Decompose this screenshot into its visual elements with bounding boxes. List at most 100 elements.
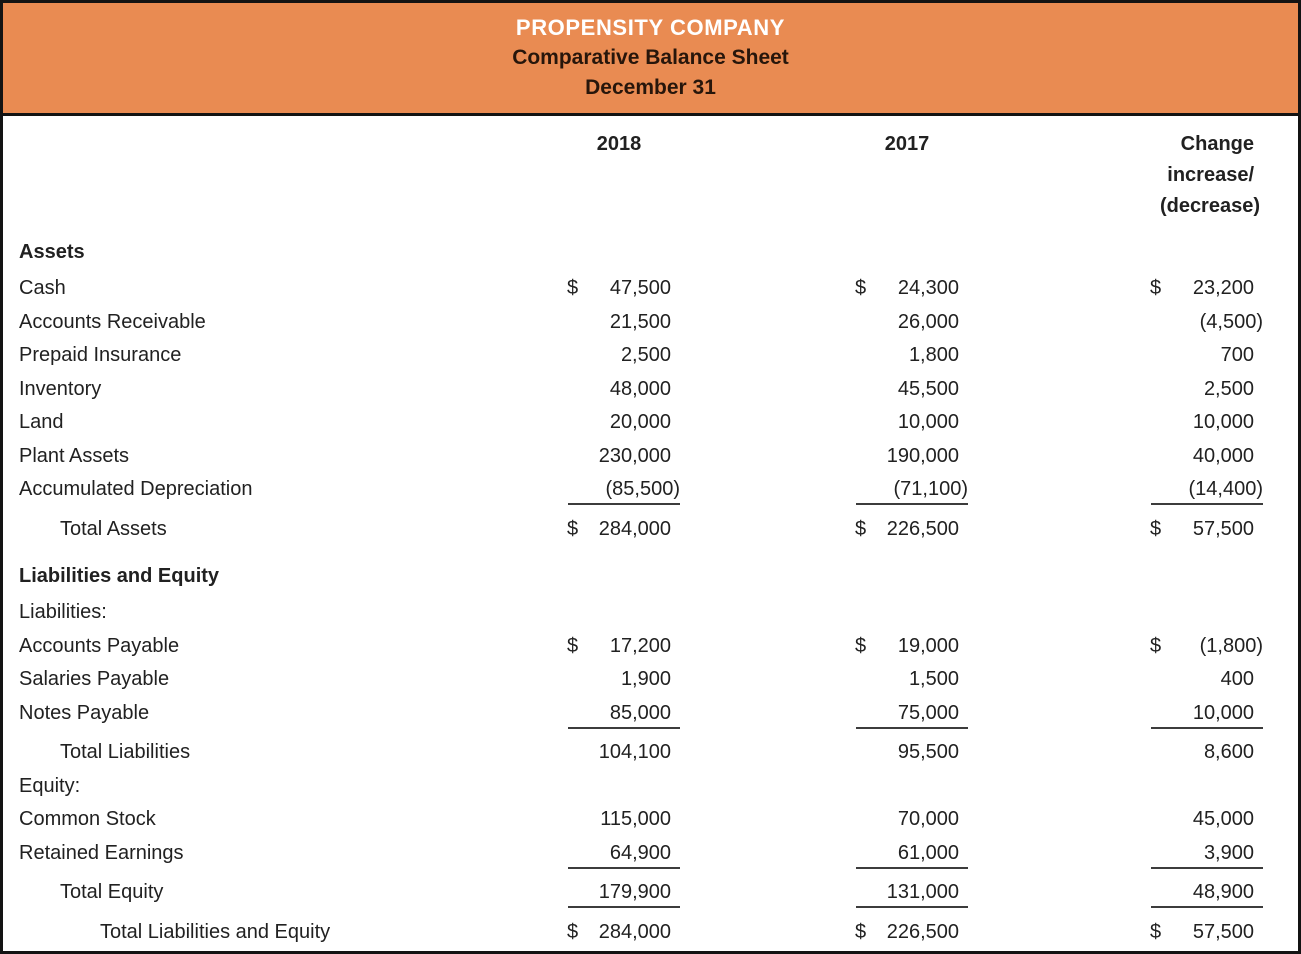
amount: 1,900 — [620, 668, 671, 691]
currency-symbol: $ — [1150, 920, 1162, 943]
row-label: Total Liabilities — [60, 741, 191, 764]
amount: 700 — [1220, 344, 1254, 367]
table-row-salaries-payable: Salaries Payable 1,900 1,500 400 — [19, 663, 1254, 697]
table-row-inventory: Inventory 48,000 45,500 2,500 — [19, 373, 1254, 407]
row-label: Assets — [19, 240, 85, 263]
table-row-liabilities-subheader: Liabilities: — [19, 596, 1254, 630]
currency-symbol: $ — [1150, 277, 1162, 300]
amount: 400 — [1220, 668, 1254, 691]
amount: 10,000 — [897, 411, 959, 434]
amount: 226,500 — [886, 920, 959, 943]
value-2017: $226,500 — [855, 518, 959, 541]
currency-symbol: $ — [567, 634, 579, 657]
amount: 1,800 — [908, 344, 959, 367]
amount: 21,500 — [609, 310, 671, 333]
report-header: PROPENSITY COMPANY Comparative Balance S… — [3, 3, 1298, 116]
table-row-accounts-receivable: Accounts Receivable 21,500 26,000 (4,500… — [19, 306, 1263, 340]
currency-symbol: $ — [567, 277, 579, 300]
value-2018: 179,900 — [567, 881, 680, 909]
amount: 226,500 — [886, 517, 959, 540]
value-2017: 1,500 — [855, 668, 959, 691]
value-2018: 230,000 — [567, 445, 671, 468]
value-change: $ (1,800) — [1150, 635, 1263, 658]
amount: 3,900 — [1203, 841, 1254, 864]
amount: (71,100) — [893, 478, 969, 501]
table-row-equity-subheader: Equity: — [19, 770, 1254, 804]
value-2017: 70,000 — [855, 808, 959, 831]
amount: 26,000 — [897, 310, 959, 333]
value-change: (4,500) — [1150, 311, 1263, 334]
amount: (85,500) — [605, 478, 681, 501]
value-change: 45,000 — [1150, 808, 1254, 831]
section-header-assets: Assets — [19, 234, 1254, 270]
row-label: Total Equity — [60, 881, 164, 904]
row-label: Liabilities and Equity — [19, 564, 220, 587]
amount: 284,000 — [598, 517, 671, 540]
table-row-total-assets: Total Assets $284,000 $226,500 $57,500 — [19, 513, 1254, 547]
amount: 8,600 — [1203, 741, 1254, 764]
report-title: Comparative Balance Sheet — [512, 46, 789, 69]
amount: 85,000 — [609, 701, 671, 724]
row-label: Plant Assets — [19, 444, 130, 467]
amount: 70,000 — [897, 808, 959, 831]
column-header-2018: 2018 — [596, 133, 642, 155]
row-label: Inventory — [19, 377, 102, 400]
amount: 17,200 — [609, 634, 671, 657]
amount: 61,000 — [897, 841, 959, 864]
table-row-total-liabilities-and-equity: Total Liabilities and Equity $284,000 $2… — [19, 916, 1254, 950]
amount: 45,000 — [1192, 808, 1254, 831]
amount: (1,800) — [1199, 634, 1263, 657]
amount: 2,500 — [1203, 377, 1254, 400]
table-row-accounts-payable: Accounts Payable $17,200 $19,000 $ (1,800… — [19, 630, 1263, 664]
value-2017: $24,300 — [855, 277, 959, 300]
row-label: Notes Payable — [19, 701, 150, 724]
currency-symbol: $ — [855, 920, 867, 943]
amount: 1,500 — [908, 668, 959, 691]
value-change: 2,500 — [1150, 378, 1254, 401]
value-2018: 21,500 — [567, 311, 671, 334]
company-name: PROPENSITY COMPANY — [515, 15, 786, 40]
table-row-cash: Cash $47,500 $24,300 $23,200 — [19, 272, 1254, 306]
value-change: 8,600 — [1150, 741, 1254, 764]
value-2017: 190,000 — [855, 445, 959, 468]
value-2017: 61,000 — [855, 841, 968, 869]
table-row-land: Land 20,000 10,000 10,000 — [19, 406, 1254, 440]
row-label: Total Liabilities and Equity — [100, 920, 331, 943]
row-label: Prepaid Insurance — [19, 344, 182, 367]
amount: 45,500 — [897, 377, 959, 400]
value-2017: $226,500 — [855, 921, 959, 944]
amount: (14,400) — [1188, 478, 1264, 501]
row-label: Common Stock — [19, 808, 156, 831]
currency-symbol: $ — [1150, 517, 1162, 540]
value-2017: 26,000 — [855, 311, 959, 334]
row-label: Liabilities: — [19, 601, 107, 624]
value-2017: $19,000 — [855, 635, 959, 658]
value-2018: (85,500) — [567, 478, 680, 506]
table-row-accumulated-depreciation: Accumulated Depreciation (85,500) (71,10… — [19, 473, 1263, 507]
value-2018: $284,000 — [567, 518, 671, 541]
table-row-retained-earnings: Retained Earnings 64,900 61,000 3,900 — [19, 837, 1263, 871]
row-label: Salaries Payable — [19, 668, 170, 691]
amount: 64,900 — [609, 841, 671, 864]
value-change: 10,000 — [1150, 702, 1263, 729]
value-change: $57,500 — [1150, 518, 1254, 541]
table-row-total-liabilities: Total Liabilities 104,100 95,500 8,600 — [19, 736, 1254, 770]
amount: 230,000 — [598, 444, 671, 467]
amount: 57,500 — [1192, 517, 1254, 540]
amount: 24,300 — [897, 277, 959, 300]
column-header-change-line1: Change — [1180, 133, 1254, 155]
amount: 2,500 — [620, 344, 671, 367]
amount: 75,000 — [897, 701, 959, 724]
amount: 48,900 — [1192, 881, 1254, 904]
value-2017: 131,000 — [855, 881, 968, 909]
value-change: 700 — [1150, 344, 1254, 367]
amount: 284,000 — [598, 920, 671, 943]
value-2018: 104,100 — [567, 741, 671, 764]
amount: 57,500 — [1192, 920, 1254, 943]
row-label: Equity: — [19, 774, 81, 797]
value-2018: 64,900 — [567, 841, 680, 869]
value-2017: 45,500 — [855, 378, 959, 401]
currency-symbol: $ — [855, 517, 867, 540]
balance-sheet-table: 2018 2017 Change increase/ (decrease) As… — [3, 116, 1298, 949]
value-2017: 1,800 — [855, 344, 959, 367]
